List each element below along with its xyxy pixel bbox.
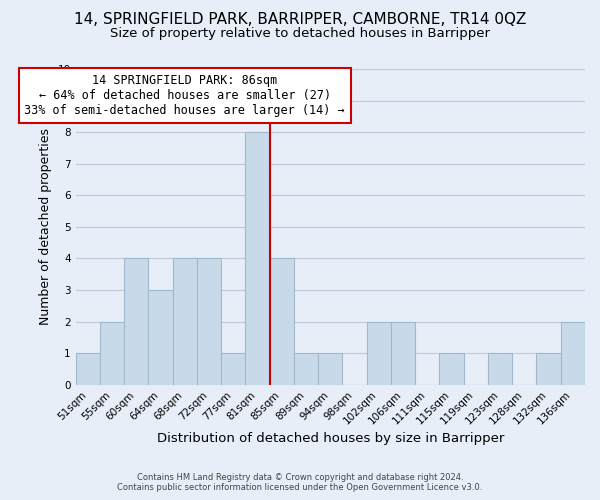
Bar xyxy=(318,353,343,384)
Bar xyxy=(221,353,245,384)
Text: Contains HM Land Registry data © Crown copyright and database right 2024.
Contai: Contains HM Land Registry data © Crown c… xyxy=(118,473,482,492)
Bar xyxy=(173,258,197,384)
Bar xyxy=(367,322,391,384)
Bar xyxy=(245,132,270,384)
Bar xyxy=(100,322,124,384)
Text: Size of property relative to detached houses in Barripper: Size of property relative to detached ho… xyxy=(110,28,490,40)
Text: 14 SPRINGFIELD PARK: 86sqm
← 64% of detached houses are smaller (27)
33% of semi: 14 SPRINGFIELD PARK: 86sqm ← 64% of deta… xyxy=(25,74,345,116)
Bar xyxy=(439,353,464,384)
Text: 14, SPRINGFIELD PARK, BARRIPPER, CAMBORNE, TR14 0QZ: 14, SPRINGFIELD PARK, BARRIPPER, CAMBORN… xyxy=(74,12,526,28)
Bar xyxy=(124,258,148,384)
Bar xyxy=(536,353,561,384)
Bar xyxy=(391,322,415,384)
Bar xyxy=(148,290,173,384)
Y-axis label: Number of detached properties: Number of detached properties xyxy=(39,128,52,326)
Bar xyxy=(561,322,585,384)
Bar xyxy=(294,353,318,384)
Bar xyxy=(197,258,221,384)
X-axis label: Distribution of detached houses by size in Barripper: Distribution of detached houses by size … xyxy=(157,432,504,445)
Bar xyxy=(270,258,294,384)
Bar xyxy=(488,353,512,384)
Bar xyxy=(76,353,100,384)
